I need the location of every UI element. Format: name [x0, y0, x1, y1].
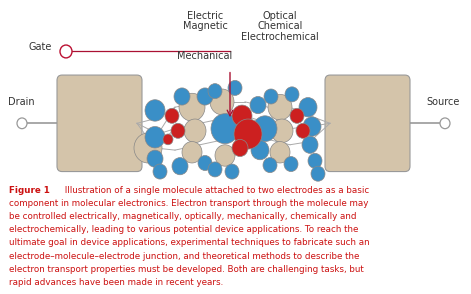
Circle shape	[208, 162, 222, 177]
Circle shape	[251, 141, 269, 160]
Text: Mechanical: Mechanical	[178, 51, 233, 61]
Circle shape	[147, 150, 163, 167]
Circle shape	[263, 158, 277, 173]
Circle shape	[17, 118, 27, 129]
Text: Source: Source	[427, 97, 460, 107]
Circle shape	[145, 100, 165, 121]
Circle shape	[253, 116, 277, 141]
Circle shape	[271, 119, 293, 143]
Circle shape	[290, 108, 304, 123]
Circle shape	[284, 156, 298, 172]
Circle shape	[210, 89, 234, 115]
Text: electrochemically, leading to various potential device applications. To reach th: electrochemically, leading to various po…	[9, 225, 359, 234]
Circle shape	[171, 123, 185, 138]
Circle shape	[232, 139, 248, 156]
Circle shape	[440, 118, 450, 129]
Circle shape	[197, 88, 213, 105]
Text: Electric: Electric	[187, 11, 223, 21]
FancyBboxPatch shape	[325, 75, 410, 172]
Circle shape	[172, 158, 188, 175]
Circle shape	[232, 105, 252, 126]
Circle shape	[308, 153, 322, 168]
Circle shape	[215, 145, 235, 166]
Circle shape	[303, 117, 321, 136]
Circle shape	[264, 89, 278, 104]
Text: Gate: Gate	[29, 42, 52, 52]
Circle shape	[208, 83, 222, 99]
Text: Magnetic: Magnetic	[183, 21, 227, 31]
Circle shape	[179, 93, 205, 121]
Text: be controlled electrically, magnetically, optically, mechanically, chemically an: be controlled electrically, magnetically…	[9, 212, 357, 221]
Circle shape	[228, 81, 242, 96]
Circle shape	[296, 123, 310, 138]
Text: Chemical: Chemical	[257, 21, 303, 31]
Text: Optical: Optical	[263, 11, 297, 21]
Circle shape	[302, 136, 318, 153]
Circle shape	[184, 119, 206, 143]
Circle shape	[268, 94, 292, 120]
Circle shape	[153, 164, 167, 179]
Circle shape	[145, 126, 165, 148]
Text: Drain: Drain	[8, 97, 35, 107]
Circle shape	[174, 88, 190, 105]
Text: Electrochemical: Electrochemical	[241, 32, 319, 42]
Text: electron transport properties must be developed. Both are challenging tasks, but: electron transport properties must be de…	[9, 265, 364, 274]
Circle shape	[270, 141, 290, 163]
Text: Figure 1: Figure 1	[9, 186, 50, 195]
Circle shape	[165, 108, 179, 123]
Circle shape	[225, 164, 239, 179]
Text: electrode–molecule–electrode junction, and theoretical methods to describe the: electrode–molecule–electrode junction, a…	[9, 252, 360, 260]
Circle shape	[311, 166, 325, 181]
Circle shape	[250, 96, 266, 114]
Text: ultimate goal in device applications, experimental techniques to fabricate such : ultimate goal in device applications, ex…	[9, 238, 370, 247]
Circle shape	[234, 119, 262, 149]
Circle shape	[163, 134, 173, 145]
Circle shape	[60, 45, 72, 58]
Circle shape	[198, 156, 212, 171]
Circle shape	[299, 98, 317, 117]
Circle shape	[211, 114, 239, 144]
FancyBboxPatch shape	[57, 75, 142, 172]
Text: component in molecular electronics. Electron transport through the molecule may: component in molecular electronics. Elec…	[9, 199, 369, 208]
Text: Illustration of a single molecule attached to two electrodes as a basic: Illustration of a single molecule attach…	[62, 186, 369, 195]
Text: rapid advances have been made in recent years.: rapid advances have been made in recent …	[9, 278, 224, 287]
Circle shape	[134, 133, 162, 163]
Circle shape	[182, 141, 202, 163]
Circle shape	[285, 87, 299, 102]
